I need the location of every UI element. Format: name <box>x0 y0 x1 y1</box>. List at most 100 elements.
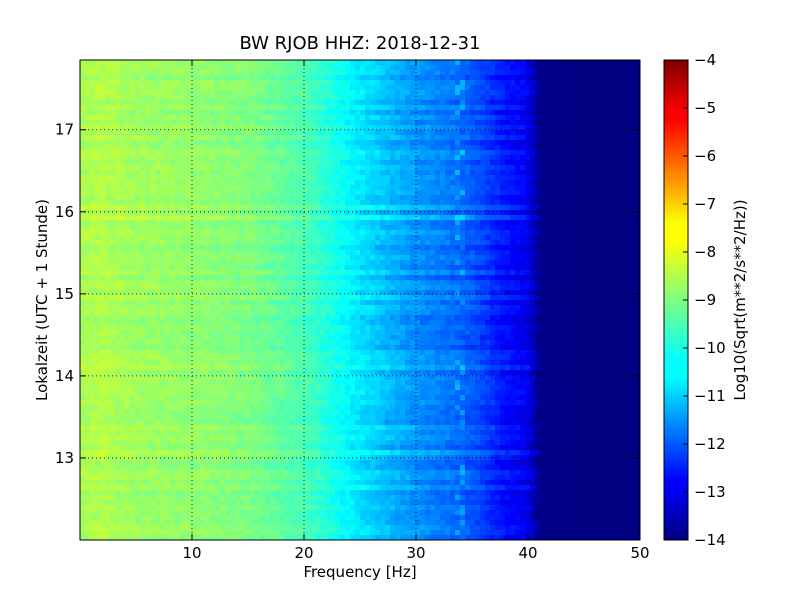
heatmap-cell <box>250 195 256 201</box>
heatmap-cells <box>80 60 640 540</box>
heatmap-cell <box>315 180 321 186</box>
heatmap-cell <box>480 245 486 251</box>
heatmap-cell <box>290 170 296 176</box>
heatmap-cell <box>105 70 111 76</box>
heatmap-cell <box>595 165 601 171</box>
heatmap-cell <box>340 250 346 256</box>
heatmap-cell <box>170 220 176 226</box>
heatmap-cell <box>90 225 96 231</box>
heatmap-cell <box>455 165 461 171</box>
heatmap-cell <box>565 215 571 221</box>
heatmap-cell <box>520 70 526 76</box>
heatmap-cell <box>115 60 121 66</box>
heatmap-cell <box>485 170 491 176</box>
heatmap-cell <box>575 255 581 261</box>
heatmap-cell <box>245 100 251 106</box>
heatmap-cell <box>185 80 191 86</box>
heatmap-cell <box>315 260 321 266</box>
heatmap-cell <box>440 100 446 106</box>
heatmap-cell <box>595 220 601 226</box>
heatmap-cell <box>250 130 256 136</box>
heatmap-cell <box>85 100 91 106</box>
heatmap-cell <box>435 135 441 141</box>
heatmap-cell <box>575 225 581 231</box>
heatmap-cell <box>200 220 206 226</box>
heatmap-cell <box>430 65 436 71</box>
heatmap-cell <box>245 190 251 196</box>
heatmap-cell <box>555 155 561 161</box>
heatmap-cell <box>490 205 496 211</box>
heatmap-cell <box>585 190 591 196</box>
heatmap-cell <box>480 65 486 71</box>
heatmap-cell <box>545 255 551 261</box>
heatmap-cell <box>335 170 341 176</box>
heatmap-cell <box>205 125 211 131</box>
heatmap-cell <box>190 225 196 231</box>
heatmap-cell <box>480 255 486 261</box>
heatmap-cell <box>95 115 101 121</box>
heatmap-cell <box>320 270 326 276</box>
heatmap-cell <box>365 275 371 281</box>
heatmap-cell <box>445 95 451 101</box>
heatmap-cell <box>85 110 91 116</box>
heatmap-cell <box>150 170 156 176</box>
heatmap-cell <box>370 280 376 286</box>
heatmap-cell <box>300 235 306 241</box>
heatmap-cell <box>385 140 391 146</box>
heatmap-cell <box>315 165 321 171</box>
heatmap-cell <box>285 80 291 86</box>
heatmap-cell <box>520 165 526 171</box>
heatmap-cell <box>600 275 606 281</box>
heatmap-cell <box>360 150 366 156</box>
heatmap-cell <box>225 100 231 106</box>
heatmap-cell <box>215 200 221 206</box>
heatmap-cell <box>165 135 171 141</box>
heatmap-cell <box>545 260 551 266</box>
heatmap-cell <box>265 150 271 156</box>
heatmap-cell <box>115 220 121 226</box>
heatmap-cell <box>335 70 341 76</box>
heatmap-cell <box>325 105 331 111</box>
heatmap-cell <box>470 105 476 111</box>
heatmap-cell <box>470 130 476 136</box>
heatmap-cell <box>420 80 426 86</box>
heatmap-cell <box>485 250 491 256</box>
heatmap-cell <box>465 70 471 76</box>
heatmap-cell <box>630 270 636 276</box>
heatmap-cell <box>220 105 226 111</box>
heatmap-cell <box>290 130 296 136</box>
heatmap-cell <box>445 60 451 66</box>
heatmap-cell <box>90 255 96 261</box>
heatmap-cell <box>80 85 86 91</box>
heatmap-cell <box>630 265 636 271</box>
heatmap-cell <box>495 125 501 131</box>
heatmap-cell <box>445 195 451 201</box>
heatmap-cell <box>390 260 396 266</box>
heatmap-cell <box>135 170 141 176</box>
heatmap-cell <box>295 120 301 126</box>
heatmap-cell <box>285 250 291 256</box>
heatmap-cell <box>375 65 381 71</box>
heatmap-cell <box>575 135 581 141</box>
heatmap-cell <box>550 70 556 76</box>
heatmap-cell <box>260 180 266 186</box>
heatmap-cell <box>195 260 201 266</box>
heatmap-cell <box>385 175 391 181</box>
heatmap-cell <box>465 195 471 201</box>
heatmap-cell <box>380 60 386 66</box>
heatmap-cell <box>250 255 256 261</box>
heatmap-cell <box>125 105 131 111</box>
heatmap-cell <box>580 105 586 111</box>
heatmap-cell <box>395 265 401 271</box>
heatmap-cell <box>300 170 306 176</box>
heatmap-cell <box>455 150 461 156</box>
heatmap-cell <box>240 140 246 146</box>
heatmap-cell <box>100 115 106 121</box>
heatmap-cell <box>620 175 626 181</box>
heatmap-cell <box>635 180 640 186</box>
heatmap-cell <box>155 80 161 86</box>
heatmap-cell <box>105 210 111 216</box>
heatmap-cell <box>265 210 271 216</box>
heatmap-cell <box>315 80 321 86</box>
heatmap-cell <box>525 260 531 266</box>
